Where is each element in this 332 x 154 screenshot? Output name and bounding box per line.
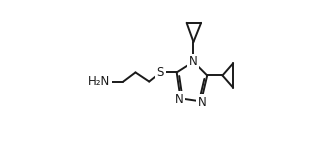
- Text: N: N: [198, 96, 206, 109]
- Text: N: N: [189, 55, 198, 68]
- Text: N: N: [175, 93, 184, 106]
- Text: S: S: [157, 66, 164, 79]
- Text: H₂N: H₂N: [88, 75, 110, 88]
